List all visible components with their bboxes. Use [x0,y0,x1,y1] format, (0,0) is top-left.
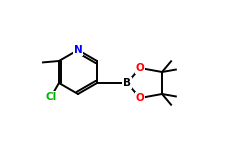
Text: O: O [136,63,144,73]
Text: O: O [136,93,144,103]
Text: Cl: Cl [45,92,56,102]
Text: B: B [123,78,131,88]
Text: N: N [74,45,82,55]
